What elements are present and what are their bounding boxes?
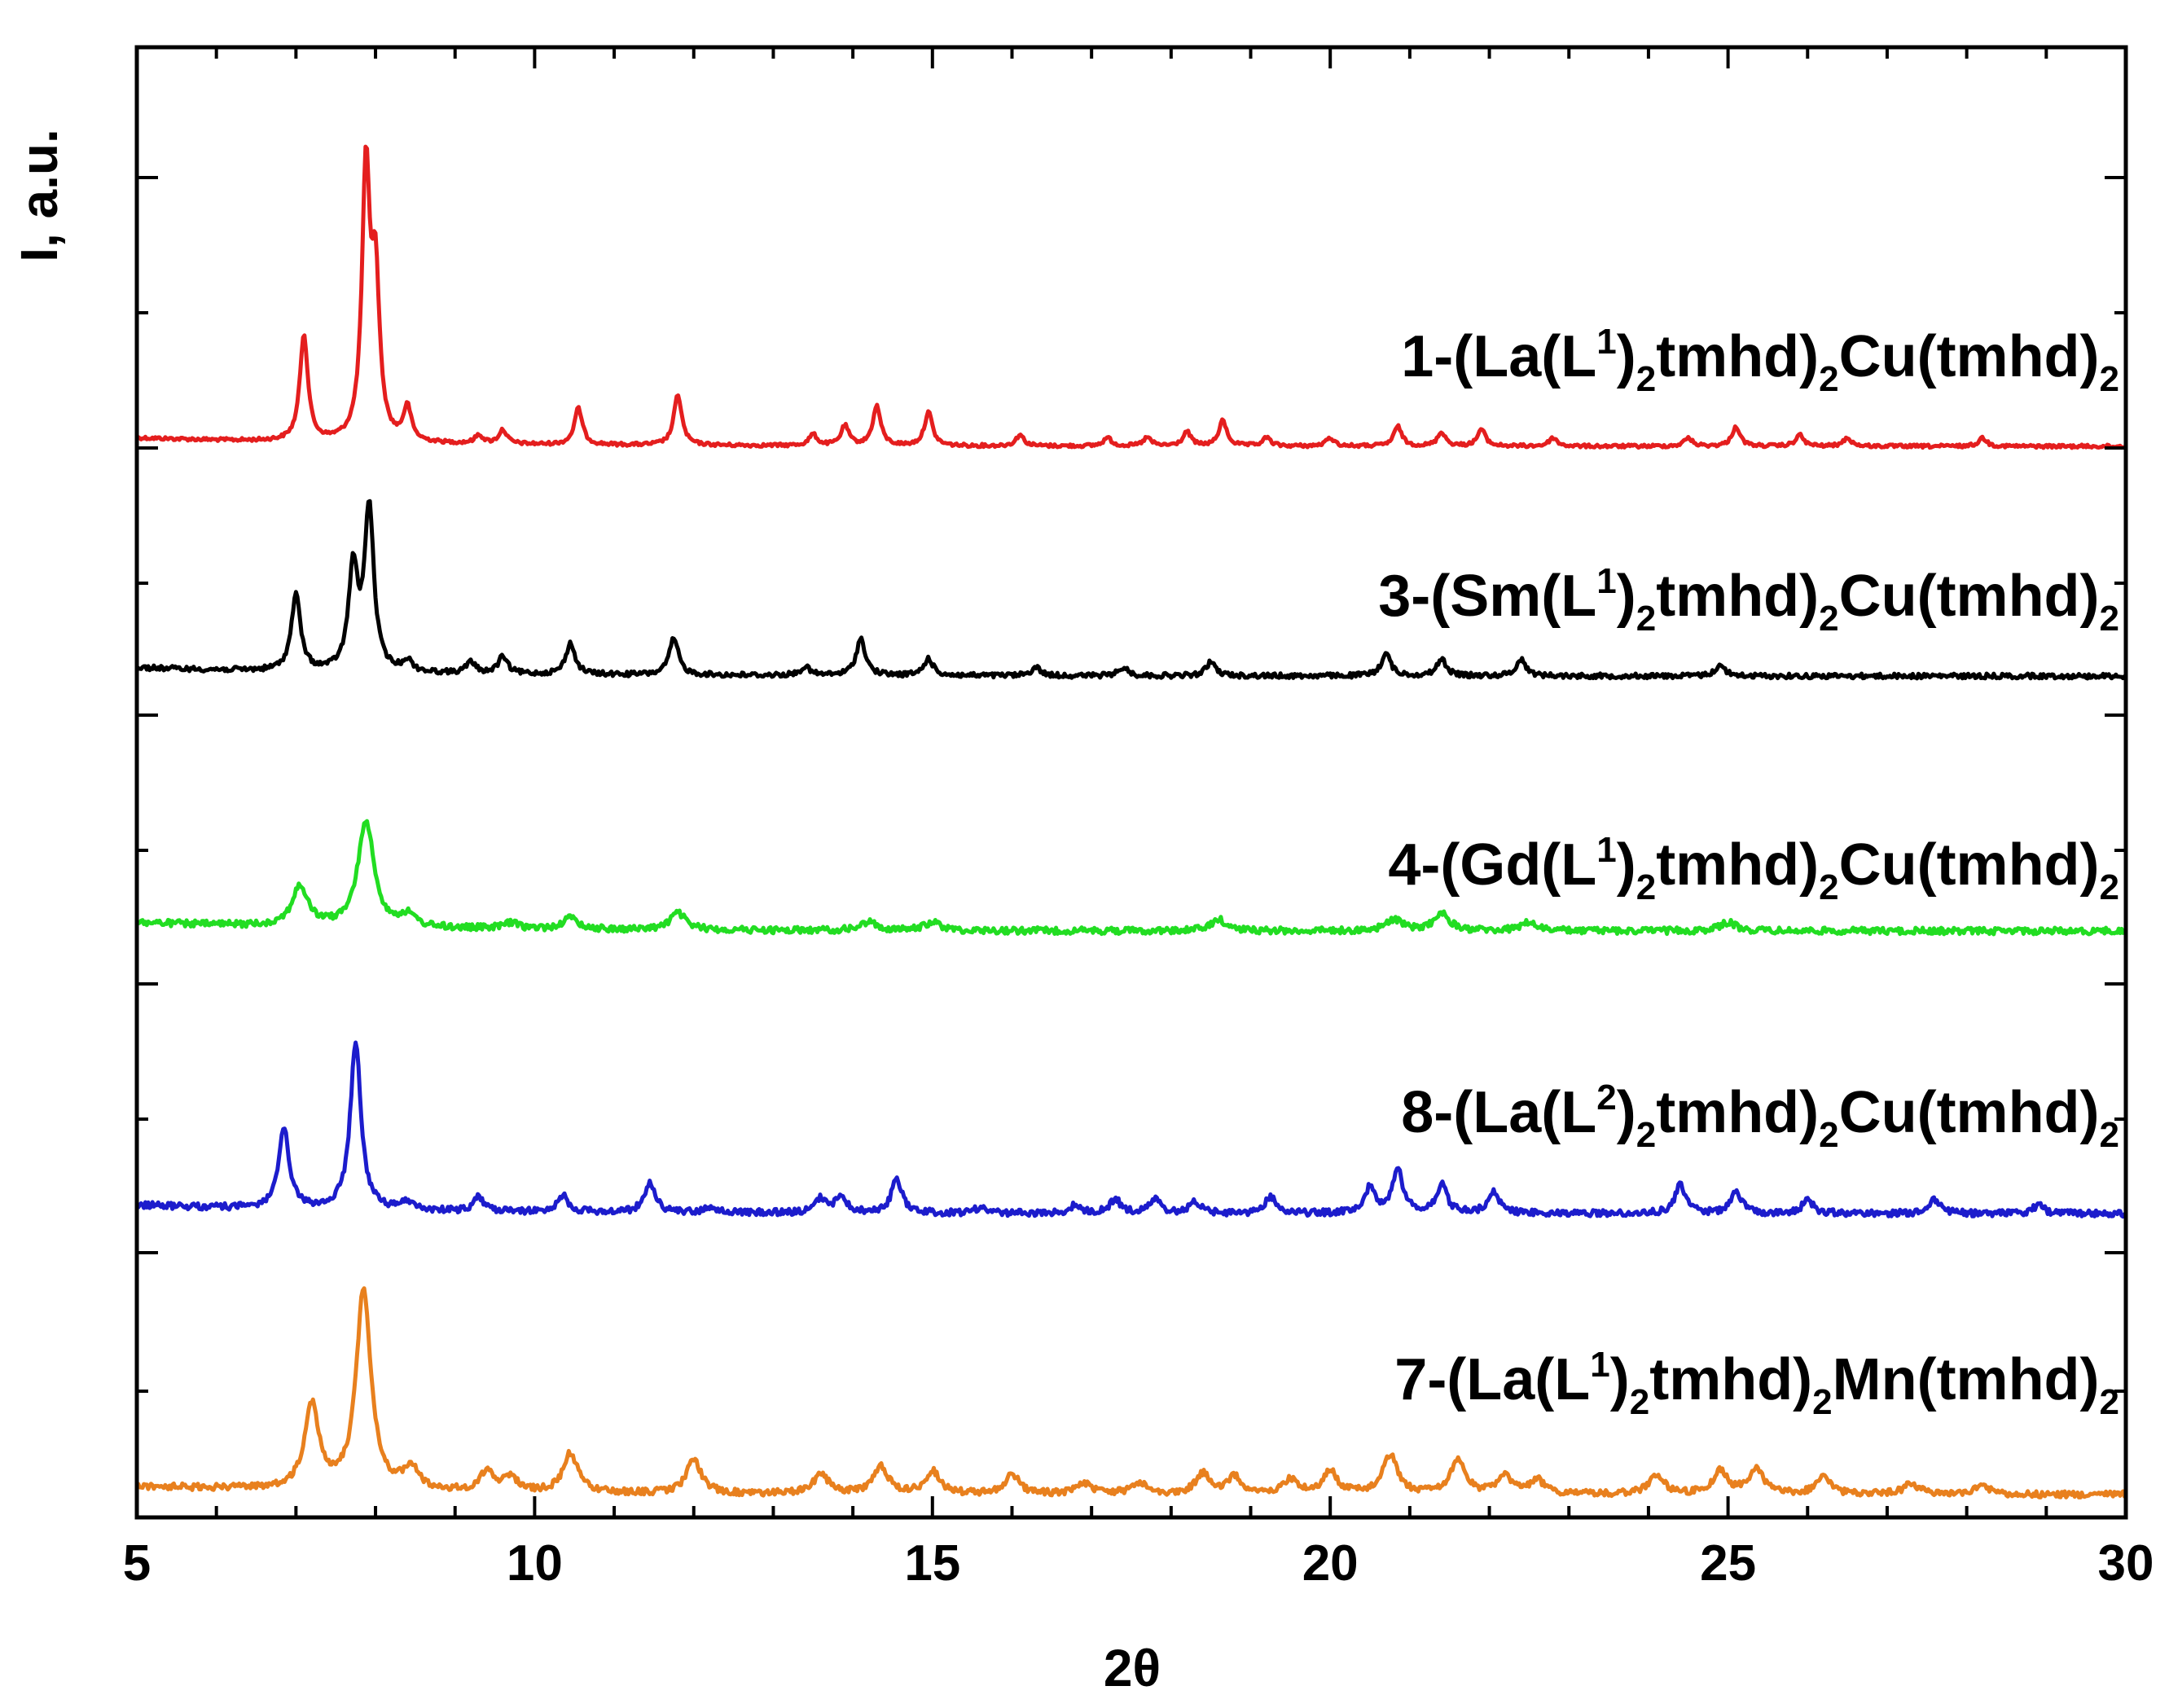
series-label: 7-(La(L1)2tmhd)2Mn(tmhd)2 <box>1394 1345 2119 1422</box>
series-labels: 1-(La(L1)2tmhd)2Cu(tmhd)2 3-(Sm(L1)2tmhd)… <box>1378 322 2119 1422</box>
series-label: 3-(Sm(L1)2tmhd)2Cu(tmhd)2 <box>1378 561 2119 639</box>
traces <box>134 144 2128 1499</box>
series-line <box>134 1286 2128 1499</box>
series-label: 1-(La(L1)2tmhd)2Cu(tmhd)2 <box>1401 322 2119 399</box>
y-axis-title: I, a.u. <box>10 129 68 262</box>
series-line <box>135 144 2127 450</box>
series-line <box>134 1040 2127 1219</box>
x-tick-labels: 5 10 15 20 25 30 <box>123 1535 2154 1592</box>
x-axis-title: 2θ <box>1104 1639 1161 1697</box>
series-label: 8-(La(L2)2tmhd)2Cu(tmhd)2 <box>1401 1078 2119 1155</box>
series-line <box>134 498 2127 681</box>
series-line <box>136 819 2128 937</box>
x-tick-label: 15 <box>904 1535 960 1592</box>
x-tick-label: 10 <box>507 1535 563 1592</box>
axis-ticks <box>135 47 2127 1517</box>
series-label: 4-(Gd(L1)2tmhd)2Cu(tmhd)2 <box>1388 830 2119 907</box>
x-tick-label: 5 <box>123 1535 151 1592</box>
plot-frame <box>134 45 2128 1520</box>
x-tick-label: 20 <box>1302 1535 1359 1592</box>
x-tick-label: 30 <box>2098 1535 2154 1592</box>
x-tick-label: 25 <box>1700 1535 1756 1592</box>
